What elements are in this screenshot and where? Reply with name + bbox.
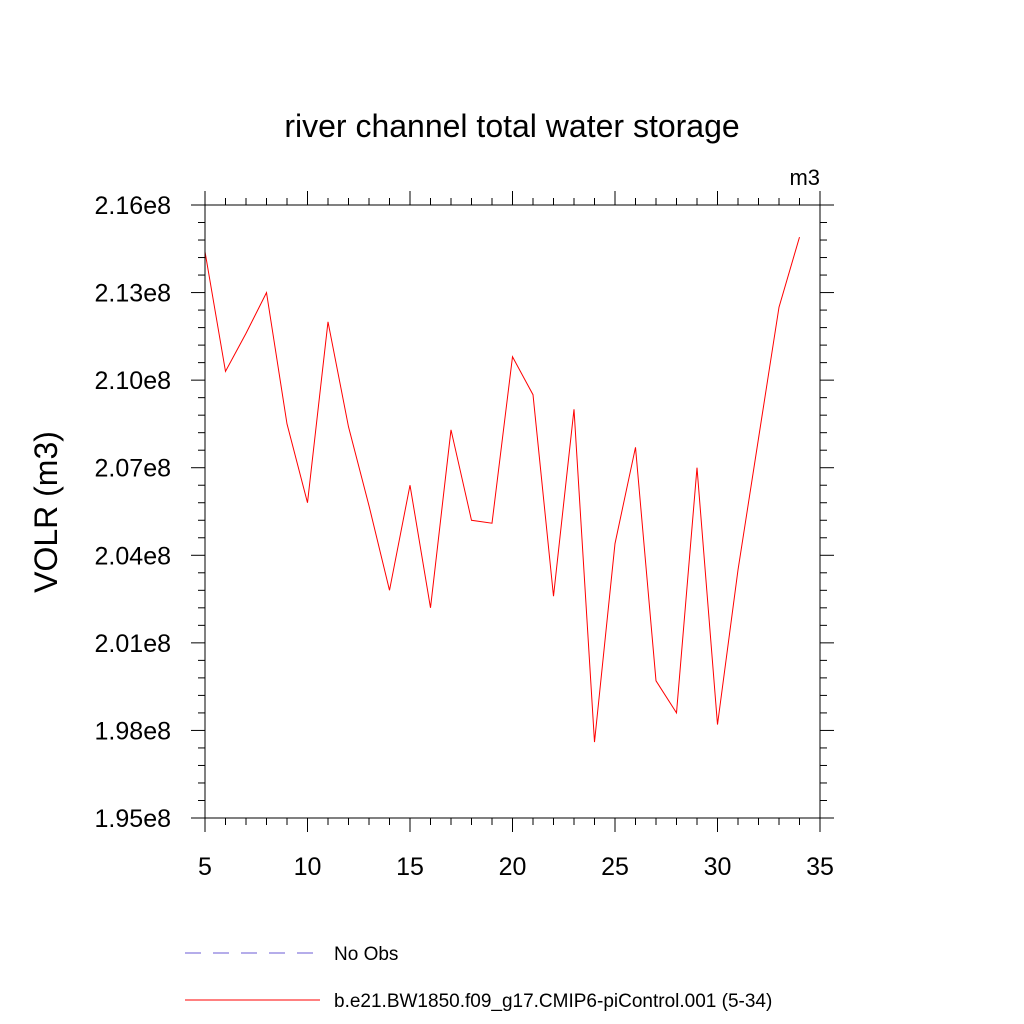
y-tick-labels: 1.95e8 1.98e8 2.01e8 2.04e8 2.07e8 2.10e8 2.13… xyxy=(95,192,171,833)
x-tick-label: 15 xyxy=(396,853,424,881)
y-tick-label: 2.10e8 xyxy=(95,367,171,395)
x-tick-label: 5 xyxy=(198,853,212,881)
y-tick-label: 2.07e8 xyxy=(95,455,171,483)
y-tick-label: 2.16e8 xyxy=(95,192,171,220)
x-tick-label: 35 xyxy=(806,853,834,881)
x-tick-label: 20 xyxy=(499,853,527,881)
x-tick-label: 10 xyxy=(294,853,322,881)
x-tick-label: 30 xyxy=(704,853,732,881)
y-tick-label: 1.98e8 xyxy=(95,717,171,745)
data-series xyxy=(204,236,800,743)
legend-label: No Obs xyxy=(334,944,398,965)
y-axis-label: VOLR (m3) xyxy=(28,431,64,593)
axis-ticks xyxy=(191,191,834,832)
y-tick-label: 2.01e8 xyxy=(95,630,171,658)
legend-label: b.e21.BW1850.f09_g17.CMIP6-piControl.001… xyxy=(334,991,772,1012)
legend: No Obs b.e21.BW1850.f09_g17.CMIP6-piContr… xyxy=(185,944,772,1012)
y-tick-label: 2.13e8 xyxy=(95,280,171,308)
x-tick-label: 25 xyxy=(601,853,629,881)
series-line xyxy=(204,236,800,743)
units-label: m3 xyxy=(789,165,820,190)
plot-frame xyxy=(204,204,821,819)
y-tick-label: 2.04e8 xyxy=(95,542,171,570)
x-tick-labels: 5 10 15 20 25 30 35 xyxy=(198,853,834,881)
chart-title: river channel total water storage xyxy=(284,108,739,144)
y-tick-label: 1.95e8 xyxy=(95,805,171,833)
